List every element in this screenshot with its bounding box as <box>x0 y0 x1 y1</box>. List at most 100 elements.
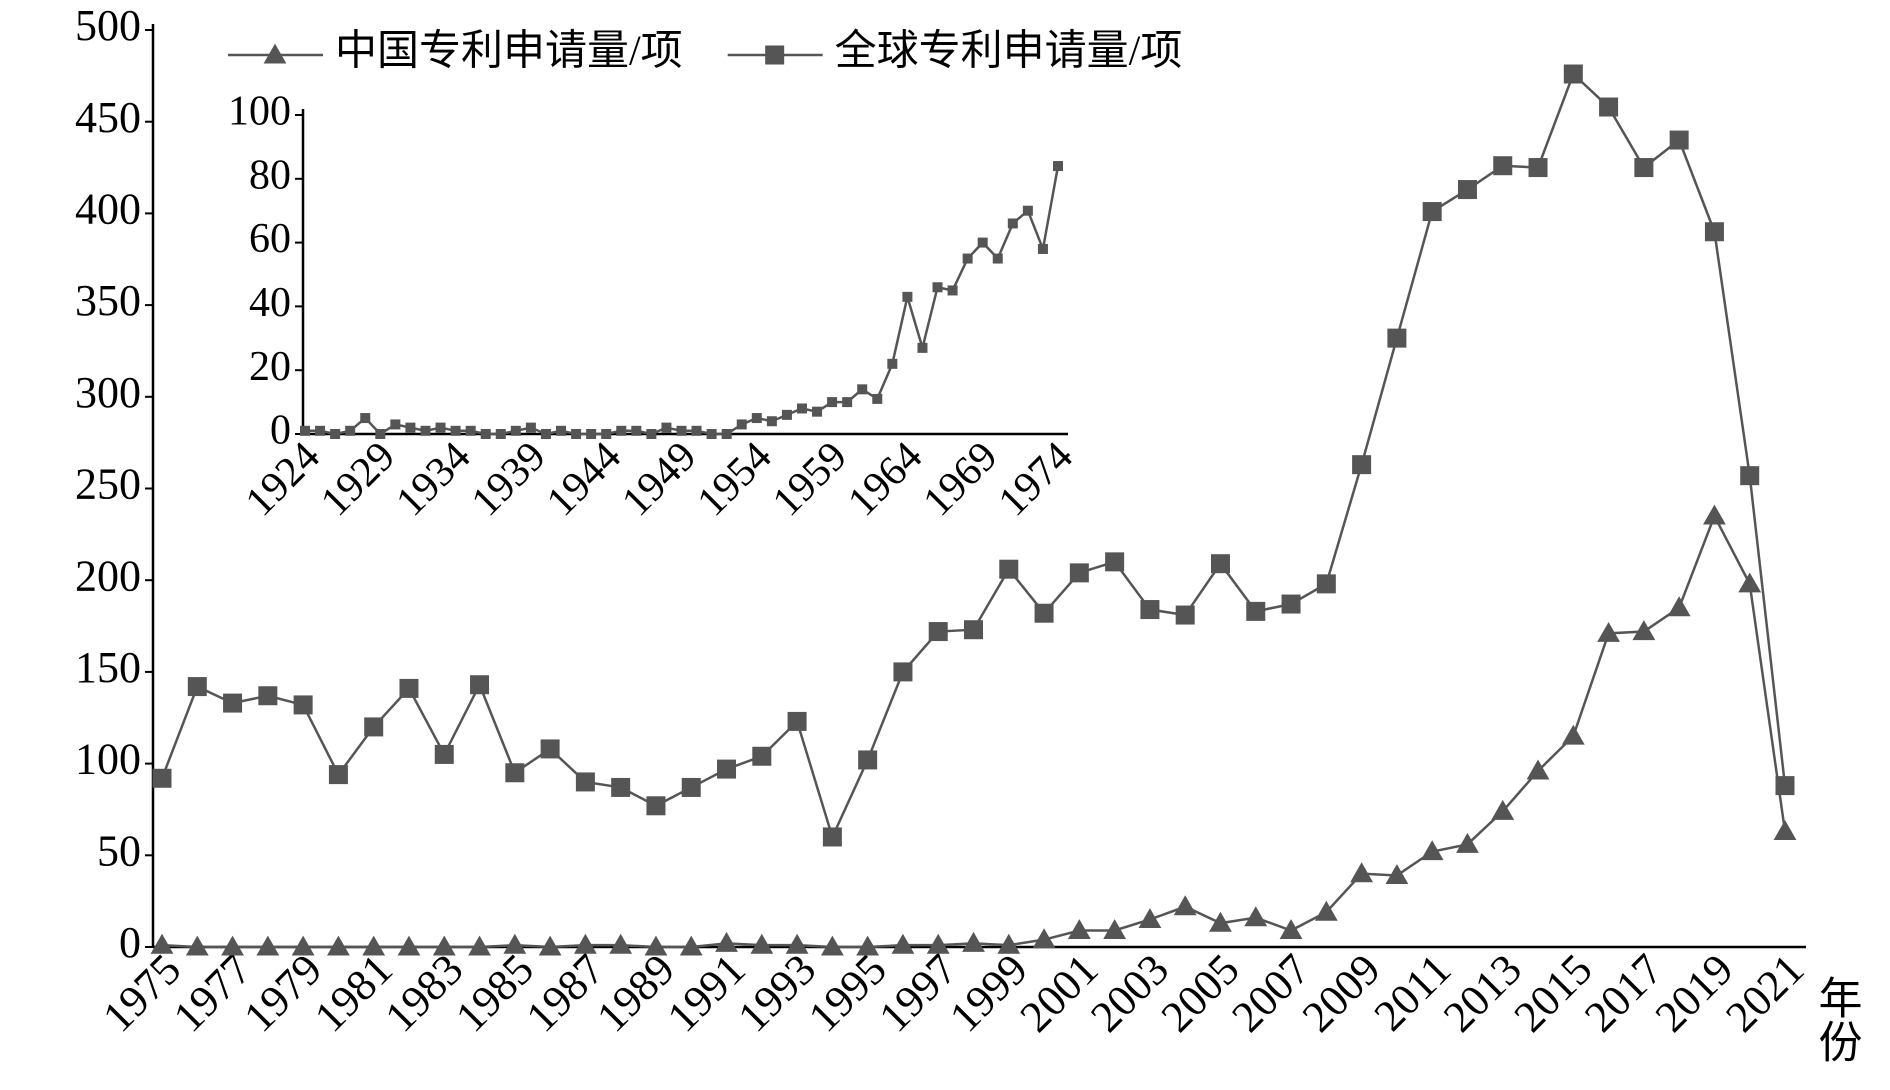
marker <box>1703 504 1726 525</box>
marker <box>152 768 172 788</box>
y-tick-label: 50 <box>97 826 141 875</box>
marker <box>435 422 446 433</box>
marker <box>992 253 1003 264</box>
x-tick-label: 2015 <box>1505 945 1602 1042</box>
marker <box>750 933 774 954</box>
marker <box>1138 908 1162 929</box>
marker <box>1209 911 1232 932</box>
marker <box>221 935 244 956</box>
marker <box>187 677 207 697</box>
marker <box>1775 776 1795 796</box>
marker <box>893 662 913 682</box>
marker <box>571 429 582 439</box>
marker <box>345 425 356 436</box>
marker <box>887 358 898 369</box>
marker <box>258 686 278 706</box>
series-line <box>305 165 1060 436</box>
marker <box>681 777 701 797</box>
x-tick-label: 2001 <box>1011 945 1108 1042</box>
x-tick-label: 1934 <box>388 433 480 525</box>
x-tick-label: 2003 <box>1081 945 1178 1042</box>
series-line <box>161 512 1787 949</box>
marker <box>1420 840 1444 861</box>
marker <box>1032 928 1056 949</box>
marker <box>646 796 666 816</box>
marker <box>1350 862 1374 883</box>
marker <box>1738 572 1762 593</box>
y-tick-label: 80 <box>249 152 291 198</box>
marker <box>300 425 310 436</box>
marker <box>505 763 525 783</box>
marker <box>468 935 491 956</box>
marker <box>977 237 988 248</box>
marker <box>601 429 612 439</box>
marker <box>450 425 461 436</box>
marker <box>611 777 631 797</box>
marker <box>715 931 738 952</box>
marker <box>1352 455 1372 475</box>
x-tick-label: 1995 <box>799 945 896 1042</box>
marker <box>857 384 868 395</box>
marker <box>796 403 807 414</box>
marker <box>495 429 506 439</box>
marker <box>676 425 687 436</box>
marker <box>646 429 657 439</box>
x-tick-label: 2009 <box>1293 945 1390 1042</box>
marker <box>360 413 371 424</box>
marker <box>631 425 642 436</box>
y-tick-label: 0 <box>119 918 141 967</box>
marker <box>1053 161 1063 172</box>
marker <box>1561 724 1585 745</box>
marker <box>1103 919 1127 940</box>
marker <box>1244 906 1268 927</box>
marker <box>1246 601 1266 621</box>
marker <box>1034 603 1054 623</box>
marker <box>1740 466 1760 486</box>
y-tick-label: 350 <box>75 276 141 325</box>
marker <box>525 422 536 433</box>
marker <box>185 935 209 956</box>
marker <box>947 285 958 296</box>
marker <box>405 422 416 433</box>
legend-label: 中国专利申请量/项 <box>335 29 683 75</box>
y-tick-label: 60 <box>249 216 291 262</box>
marker <box>1022 205 1033 216</box>
marker <box>962 931 985 952</box>
legend-label: 全球专利申请量/项 <box>835 28 1183 75</box>
marker <box>785 933 809 954</box>
marker <box>327 935 350 956</box>
marker <box>480 429 491 439</box>
marker <box>928 622 948 642</box>
marker <box>1528 158 1548 178</box>
x-tick-label: 1924 <box>237 433 329 525</box>
x-tick-label: 1939 <box>463 433 555 525</box>
x-tick-label: 1993 <box>728 945 825 1042</box>
marker <box>540 429 551 439</box>
marker <box>902 291 913 302</box>
marker <box>1210 554 1230 574</box>
marker <box>891 933 915 954</box>
marker <box>997 933 1021 954</box>
x-tick-label: 1981 <box>305 945 402 1042</box>
marker <box>787 711 807 731</box>
marker <box>766 416 777 427</box>
marker <box>390 419 401 430</box>
marker <box>330 429 341 439</box>
marker <box>872 393 883 404</box>
x-tick-label: 1959 <box>764 433 856 525</box>
marker <box>1632 620 1656 641</box>
x-tick-label: 1987 <box>517 945 614 1042</box>
y-tick-label: 450 <box>75 93 141 142</box>
marker <box>1669 130 1689 150</box>
x-tick-label: 2007 <box>1222 945 1319 1042</box>
marker <box>1493 156 1513 176</box>
marker <box>375 429 386 439</box>
marker <box>1422 202 1442 222</box>
marker <box>1279 919 1303 940</box>
x-tick-label: 1997 <box>870 945 967 1042</box>
marker <box>540 739 560 759</box>
y-tick-label: 40 <box>249 280 291 326</box>
marker <box>465 425 476 436</box>
marker <box>328 765 348 785</box>
